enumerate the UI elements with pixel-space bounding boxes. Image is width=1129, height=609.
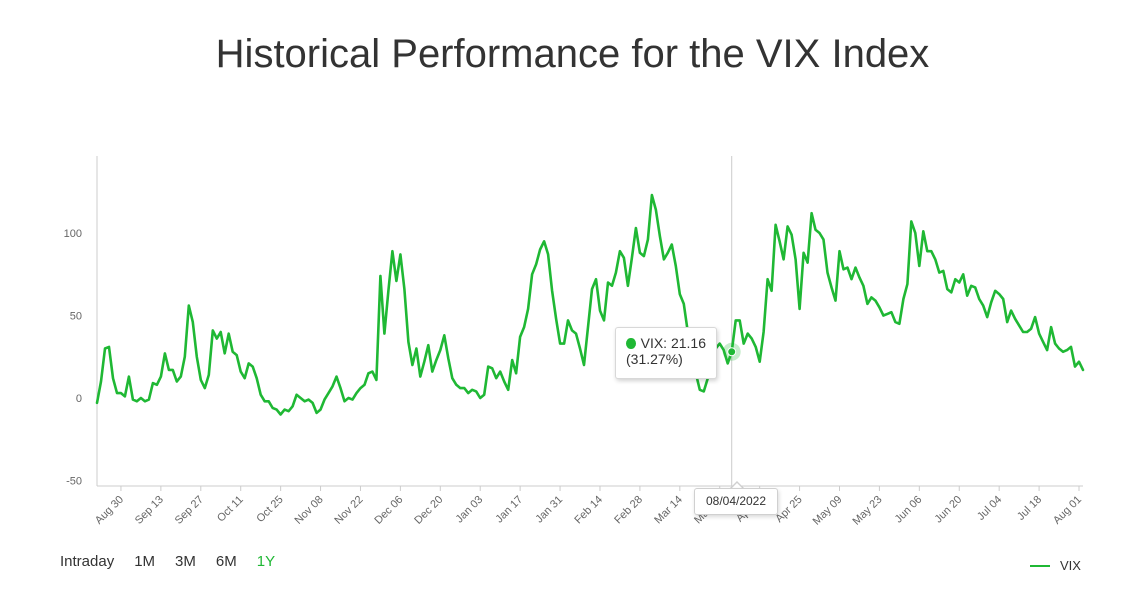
series-vix[interactable] — [95, 193, 1085, 416]
legend-swatch — [1030, 564, 1050, 567]
series-line-vix[interactable] — [95, 193, 1085, 416]
y-tick-label: 50 — [70, 311, 82, 323]
tooltip-change: (31.27%) — [626, 351, 683, 367]
x-tick-label: Sep 27 — [173, 494, 206, 527]
tooltip-value: VIX: 21.16 — [640, 335, 706, 351]
x-tick-label: Dec 06 — [372, 494, 405, 527]
hover-marker — [722, 342, 741, 361]
x-tick-label: Nov 08 — [293, 494, 326, 527]
chart-title: Historical Performance for the VIX Index — [215, 32, 930, 76]
range-intraday-button[interactable]: Intraday — [60, 553, 115, 570]
x-tick-label: Jul 04 — [975, 494, 1004, 523]
chart-axes — [96, 156, 1083, 487]
x-axis-ticks: Aug 30 Sep 13 Sep 27 Oct 11 Oct 25 Nov 08 Nov … — [93, 486, 1084, 528]
x-tick-label: Jan 31 — [533, 494, 565, 526]
x-tick-label: Jul 18 — [1015, 494, 1044, 523]
x-tick-label: Oct 11 — [215, 494, 246, 525]
range-3m-button[interactable]: 3M — [175, 553, 196, 570]
x-tick-label: Nov 22 — [332, 494, 365, 527]
x-tick-label: Feb 28 — [612, 494, 645, 527]
x-tick-label: Aug 01 — [1051, 494, 1084, 527]
x-tick-label: Jan 03 — [454, 494, 486, 526]
x-tick-label: Jun 20 — [933, 494, 965, 526]
y-tick-label: 0 — [76, 393, 82, 405]
x-tick-label: Sep 13 — [133, 494, 166, 527]
legend-label: VIX — [1060, 558, 1081, 573]
x-tick-label: Jun 06 — [893, 494, 925, 526]
x-tick-label: May 23 — [851, 494, 885, 528]
range-selector: Intraday 1M 3M 6M 1Y — [60, 553, 275, 570]
x-tick-label: May 09 — [811, 494, 845, 528]
range-6m-button[interactable]: 6M — [215, 553, 237, 570]
x-tick-label: Mar 14 — [652, 494, 685, 527]
y-tick-label: 100 — [64, 228, 82, 240]
x-tick-label: Oct 25 — [254, 494, 285, 525]
y-axis-ticks: -50 0 50 100 — [64, 228, 82, 488]
x-tick-label: Aug 30 — [93, 494, 126, 527]
hover-point — [727, 347, 737, 357]
x-tick-label: Jan 17 — [493, 494, 525, 526]
tooltip: VIX: 21.16 (31.27%) — [615, 327, 717, 379]
x-tick-label: Dec 20 — [412, 494, 445, 527]
legend-item-vix[interactable]: VIX — [1030, 558, 1081, 573]
tooltip-series-dot — [626, 337, 636, 349]
date-flag-arrow-fill — [731, 483, 743, 489]
range-1m-button[interactable]: 1M — [134, 553, 156, 570]
crosshair-date-label: 08/04/2022 — [694, 488, 778, 515]
x-tick-label: Feb 14 — [572, 494, 605, 527]
y-tick-label: -50 — [66, 476, 82, 488]
range-1y-button[interactable]: 1Y — [256, 553, 276, 570]
